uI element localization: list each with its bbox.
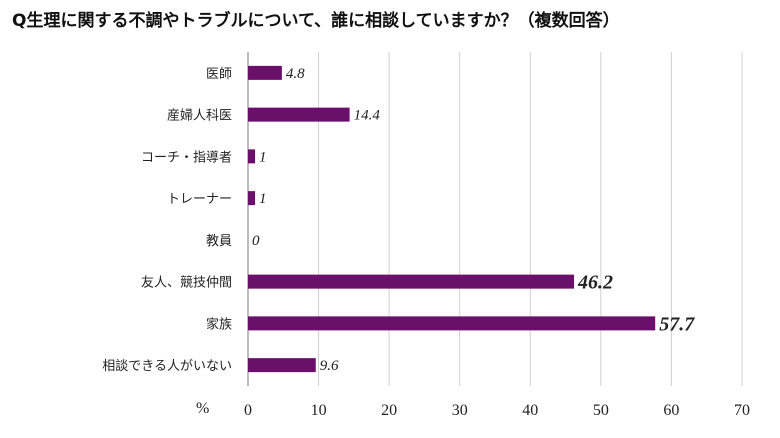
category-label: 教員	[206, 233, 232, 249]
bar	[248, 107, 350, 122]
category-label: 産婦人科医	[167, 108, 232, 124]
x-tick-label: 0	[244, 402, 252, 419]
category-label: トレーナー	[167, 192, 232, 207]
value-label: 14.4	[354, 108, 381, 124]
category-label: 友人、競技仲間	[141, 275, 232, 291]
x-tick-label: 70	[734, 402, 750, 419]
bar	[248, 149, 256, 164]
unit-label: %	[196, 400, 209, 417]
value-label: 4.8	[286, 66, 305, 82]
category-label: コーチ・指導者	[141, 150, 232, 165]
value-label: 46.2	[577, 272, 613, 294]
x-tick-label: 50	[593, 402, 609, 419]
chart-title: Q生理に関する不調やトラブルについて、誰に相談していますか？（複数回答）	[12, 11, 620, 31]
bars	[248, 65, 656, 373]
grid-lines	[247, 52, 743, 386]
value-label: 0	[252, 233, 260, 249]
x-tick-label: 40	[522, 402, 538, 419]
category-label: 医師	[206, 67, 232, 82]
value-label: 1	[259, 149, 267, 165]
bar	[248, 274, 575, 289]
x-tick-label: 30	[452, 402, 468, 419]
value-label: 1	[259, 191, 267, 207]
bar	[248, 358, 316, 373]
x-tick-label: 20	[381, 402, 397, 419]
bar	[248, 316, 656, 331]
x-tick-label: 10	[311, 402, 327, 419]
x-tick-label: 60	[663, 402, 679, 419]
bar	[248, 191, 256, 206]
category-label: 家族	[206, 316, 232, 332]
category-label: 相談できる人がいない	[102, 358, 232, 374]
bar	[248, 65, 282, 80]
value-label: 57.7	[659, 313, 695, 335]
value-labels: 4.8 14.4 1 1 0 46.2 57.7 9.6	[252, 66, 695, 374]
value-label: 9.6	[320, 358, 339, 374]
x-tick-labels: 0 10 20 30 40 50 60 70	[244, 402, 750, 419]
